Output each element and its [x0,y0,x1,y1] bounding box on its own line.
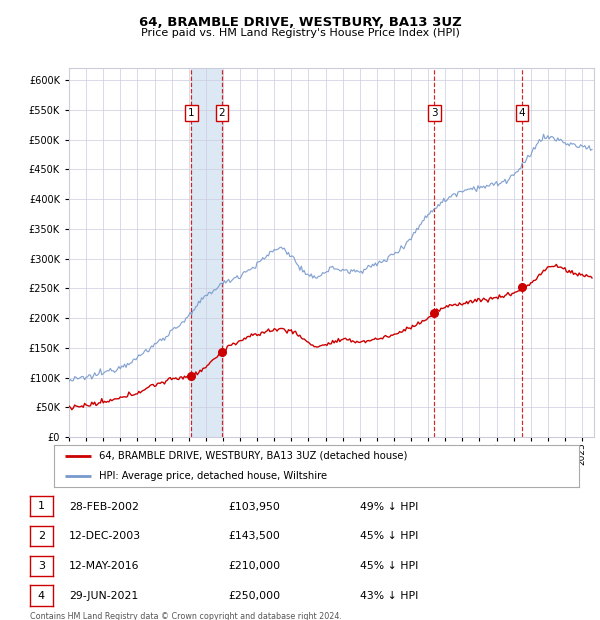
Text: 4: 4 [518,108,526,118]
Text: 4: 4 [38,590,45,601]
Text: 12-MAY-2016: 12-MAY-2016 [69,561,139,571]
Text: 3: 3 [38,560,45,571]
Text: £250,000: £250,000 [228,591,280,601]
Text: 2: 2 [219,108,226,118]
Text: £143,500: £143,500 [228,531,280,541]
Text: 2: 2 [38,531,45,541]
Text: 12-DEC-2003: 12-DEC-2003 [69,531,141,541]
Bar [191,68,222,437]
Text: 43% ↓ HPI: 43% ↓ HPI [360,591,418,601]
Text: 3: 3 [431,108,438,118]
Text: 1: 1 [38,501,45,512]
Text: 1: 1 [188,108,195,118]
Text: 64, BRAMBLE DRIVE, WESTBURY, BA13 3UZ (detached house): 64, BRAMBLE DRIVE, WESTBURY, BA13 3UZ (d… [98,451,407,461]
Text: £103,950: £103,950 [228,502,280,512]
Text: HPI: Average price, detached house, Wiltshire: HPI: Average price, detached house, Wilt… [98,471,327,481]
Text: Contains HM Land Registry data © Crown copyright and database right 2024.
This d: Contains HM Land Registry data © Crown c… [30,612,342,620]
Text: 45% ↓ HPI: 45% ↓ HPI [360,531,418,541]
Text: 64, BRAMBLE DRIVE, WESTBURY, BA13 3UZ: 64, BRAMBLE DRIVE, WESTBURY, BA13 3UZ [139,16,461,29]
Text: Price paid vs. HM Land Registry's House Price Index (HPI): Price paid vs. HM Land Registry's House … [140,28,460,38]
Text: 29-JUN-2021: 29-JUN-2021 [69,591,138,601]
Text: 45% ↓ HPI: 45% ↓ HPI [360,561,418,571]
Text: £210,000: £210,000 [228,561,280,571]
Text: 49% ↓ HPI: 49% ↓ HPI [360,502,418,512]
Text: 28-FEB-2002: 28-FEB-2002 [69,502,139,512]
